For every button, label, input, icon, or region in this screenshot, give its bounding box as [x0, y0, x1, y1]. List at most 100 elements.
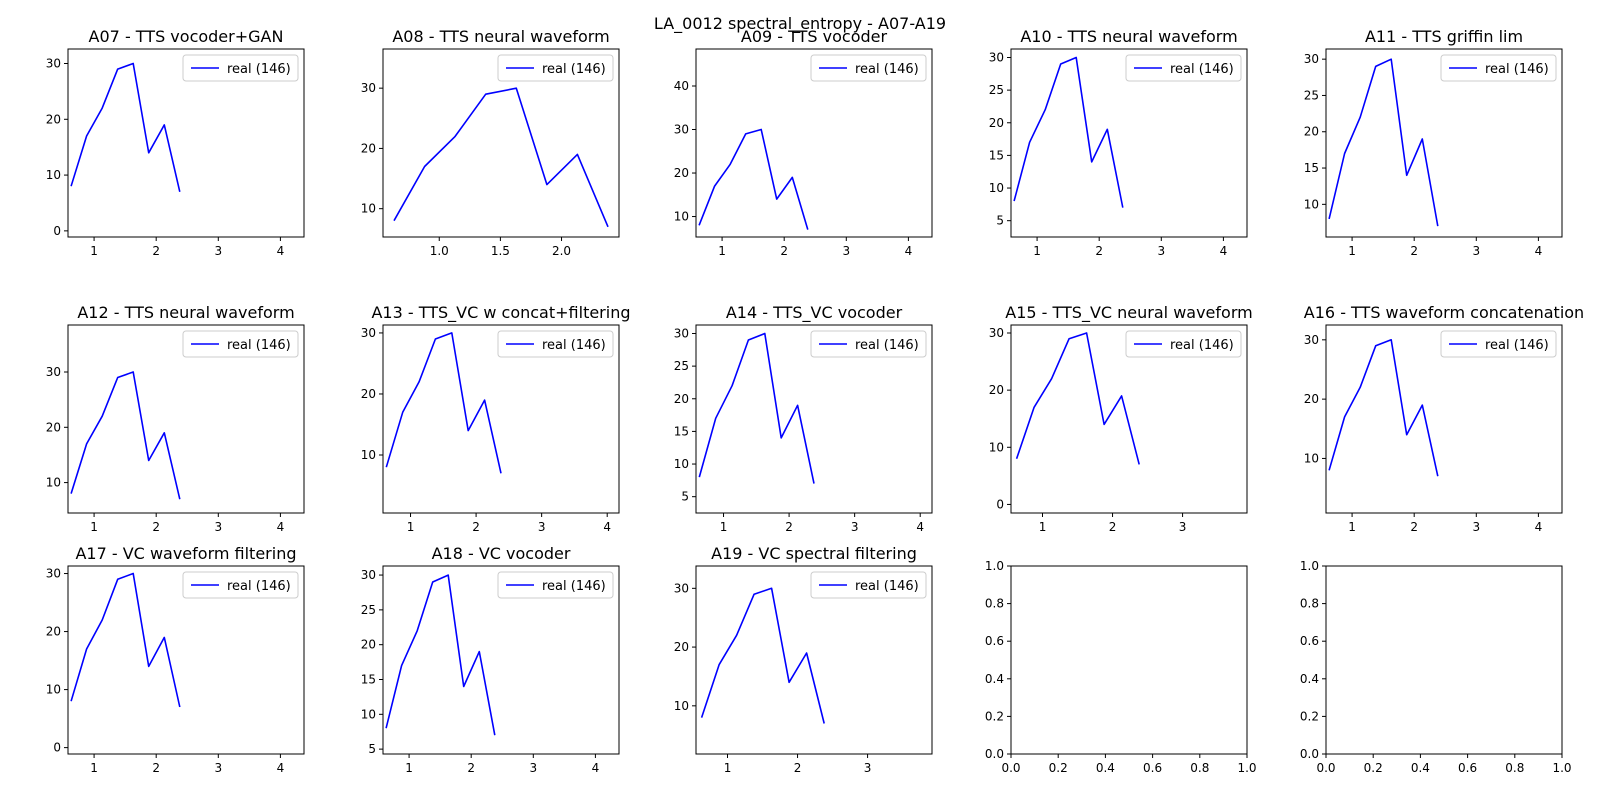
axes-frame [382, 324, 620, 514]
subplot-title: A15 - TTS_VC neural waveform [1005, 303, 1252, 323]
y-tick-label: 10 [674, 457, 689, 471]
y-tick-label: 15 [361, 672, 376, 686]
axes-frame [382, 565, 620, 755]
legend-box [1440, 54, 1557, 82]
y-tick-label: 1.0 [985, 559, 1004, 573]
x-tick-label: 1 [720, 520, 728, 534]
y-tick-label: 20 [46, 625, 61, 639]
x-tick-label: 1.0 [1552, 761, 1571, 775]
x-tick-label: 2 [467, 761, 475, 775]
y-tick-label: 10 [46, 168, 61, 182]
legend-box [497, 330, 614, 358]
series-line [1328, 58, 1439, 227]
x-tick-label: 2 [1095, 244, 1103, 258]
x-tick-label: 3 [538, 520, 546, 534]
series-line [1328, 338, 1439, 477]
y-tick-label: 0.8 [985, 597, 1004, 611]
y-tick-label: 5 [996, 214, 1004, 228]
legend-box [1440, 330, 1557, 358]
x-tick-label: 4 [1220, 244, 1228, 258]
y-tick-label: 10 [989, 181, 1004, 195]
x-tick-label: 1 [724, 761, 732, 775]
x-tick-label: 2.0 [552, 244, 571, 258]
x-tick-label: 4 [592, 761, 600, 775]
legend-box [182, 54, 299, 82]
x-tick-label: 3 [842, 244, 850, 258]
x-tick-label: 3 [851, 520, 859, 534]
x-tick-label: 0.6 [1458, 761, 1477, 775]
x-tick-label: 3 [1472, 520, 1480, 534]
x-tick-label: 1 [1348, 520, 1356, 534]
y-tick-label: 10 [989, 440, 1004, 454]
x-tick-label: 4 [277, 244, 285, 258]
legend-box [182, 330, 299, 358]
legend-label: real (146) [227, 579, 291, 594]
x-tick-label: 3 [1157, 244, 1165, 258]
x-tick-label: 0.2 [1364, 761, 1383, 775]
subplot-15: 0.0 0.2 0.4 0.6 0.8 1.0 0.0 0.2 0.4 0.6 0.8 1.0 [1300, 559, 1572, 775]
subplot-title: A08 - TTS neural waveform [392, 27, 609, 46]
legend-label: real (146) [1485, 62, 1549, 77]
y-tick-label: 10 [46, 476, 61, 490]
legend-label: real (146) [1485, 338, 1549, 353]
subplot-13: A19 - VC spectral filtering 1 2 3 10 20 30 real… [674, 544, 933, 775]
axes-frame [1325, 565, 1563, 755]
y-tick-label: 15 [989, 148, 1004, 162]
subplot-title: A19 - VC spectral filtering [711, 544, 917, 563]
series-line [700, 587, 825, 724]
x-tick-label: 0.2 [1049, 761, 1068, 775]
series-line [70, 371, 181, 500]
x-tick-label: 1.0 [430, 244, 449, 258]
subplot-10: A16 - TTS waveform concatenation 1 2 3 4 10 20… [1304, 303, 1584, 534]
y-tick-label: 25 [989, 83, 1004, 97]
x-tick-label: 2 [780, 244, 788, 258]
subplot-4: A10 - TTS neural waveform 1 2 3 4 5 10 15 20 25 30… [989, 27, 1248, 258]
x-tick-label: 2 [152, 761, 160, 775]
x-tick-label: 0.4 [1096, 761, 1115, 775]
subplot-title: A07 - TTS vocoder+GAN [89, 27, 284, 46]
x-tick-label: 2 [785, 520, 793, 534]
legend-label: real (146) [855, 338, 919, 353]
subplot-title: A18 - VC vocoder [432, 544, 571, 563]
axes-frame [695, 48, 933, 238]
x-tick-label: 3 [1179, 520, 1187, 534]
series-line [698, 128, 809, 230]
legend-label: real (146) [1170, 338, 1234, 353]
y-tick-label: 0.4 [985, 672, 1004, 686]
legend-box [497, 54, 614, 82]
subplot-title: A09 - TTS vocoder [741, 27, 888, 46]
x-tick-label: 2 [152, 520, 160, 534]
x-tick-label: 1.5 [491, 244, 510, 258]
x-tick-label: 1 [407, 520, 415, 534]
y-tick-label: 0.2 [985, 709, 1004, 723]
subplot-14: 0.0 0.2 0.4 0.6 0.8 1.0 0.0 0.2 0.4 0.6 0.8 1.0 [985, 559, 1257, 775]
x-tick-label: 3 [529, 761, 537, 775]
x-tick-label: 2 [1410, 244, 1418, 258]
y-tick-label: 30 [1304, 52, 1319, 66]
x-tick-label: 1 [1348, 244, 1356, 258]
y-tick-label: 0.6 [1300, 634, 1319, 648]
y-tick-label: 20 [674, 392, 689, 406]
axes-frame [67, 565, 305, 755]
x-tick-label: 1 [405, 761, 413, 775]
x-tick-label: 2 [472, 520, 480, 534]
x-tick-label: 2 [1109, 520, 1117, 534]
y-tick-label: 30 [46, 567, 61, 581]
y-tick-label: 20 [1304, 392, 1319, 406]
x-tick-label: 3 [1472, 244, 1480, 258]
y-tick-label: 0.0 [985, 747, 1004, 761]
y-tick-label: 20 [989, 383, 1004, 397]
subplot-title: A11 - TTS griffin lim [1365, 27, 1523, 46]
y-tick-label: 15 [674, 424, 689, 438]
subplot-12: A18 - VC vocoder 1 2 3 4 5 10 15 20 25 30 real (146… [361, 544, 620, 775]
y-tick-label: 0.0 [1300, 747, 1319, 761]
x-tick-label: 0.6 [1143, 761, 1162, 775]
y-tick-label: 5 [681, 490, 689, 504]
x-tick-label: 4 [1535, 520, 1543, 534]
y-tick-label: 25 [674, 359, 689, 373]
axes-frame [695, 565, 933, 755]
y-tick-label: 10 [674, 699, 689, 713]
subplot-title: A10 - TTS neural waveform [1020, 27, 1237, 46]
y-tick-label: 0.6 [985, 634, 1004, 648]
